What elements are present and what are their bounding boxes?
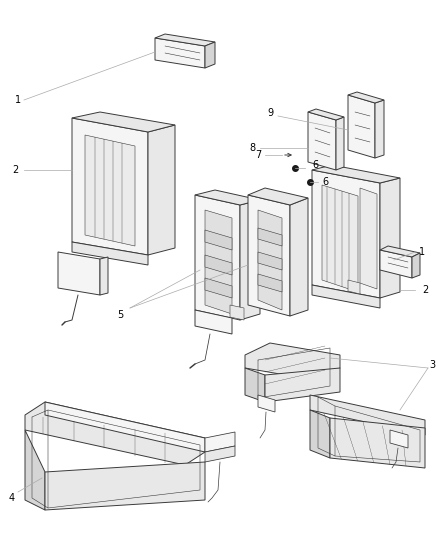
Text: 4: 4 [9, 493, 15, 503]
Polygon shape [312, 285, 380, 308]
Text: 8: 8 [249, 143, 255, 153]
Text: 1: 1 [419, 247, 425, 257]
Polygon shape [245, 368, 265, 402]
Polygon shape [380, 250, 412, 278]
Polygon shape [72, 112, 175, 132]
Polygon shape [258, 274, 282, 292]
Polygon shape [72, 118, 148, 255]
Polygon shape [205, 210, 232, 314]
Text: 9: 9 [267, 108, 273, 118]
Polygon shape [348, 95, 375, 158]
Text: 2: 2 [422, 285, 428, 295]
Polygon shape [265, 368, 340, 402]
Text: 3: 3 [429, 360, 435, 370]
Polygon shape [25, 402, 205, 465]
Polygon shape [310, 395, 425, 435]
Polygon shape [45, 462, 205, 510]
Polygon shape [348, 280, 360, 294]
Polygon shape [205, 255, 232, 275]
Text: 5: 5 [117, 310, 123, 320]
Polygon shape [258, 252, 282, 270]
Polygon shape [336, 117, 344, 170]
Polygon shape [308, 112, 336, 170]
Text: 6: 6 [312, 160, 318, 170]
Text: 7: 7 [255, 150, 261, 160]
Polygon shape [330, 418, 425, 468]
Polygon shape [290, 198, 308, 316]
Polygon shape [258, 210, 282, 310]
Polygon shape [205, 230, 232, 250]
Polygon shape [375, 100, 384, 158]
Polygon shape [348, 92, 384, 103]
Polygon shape [155, 34, 215, 46]
Polygon shape [248, 188, 308, 205]
Polygon shape [245, 343, 340, 380]
Polygon shape [58, 252, 100, 295]
Polygon shape [380, 246, 420, 257]
Polygon shape [195, 310, 232, 334]
Polygon shape [412, 253, 420, 278]
Polygon shape [205, 278, 232, 298]
Polygon shape [312, 170, 380, 298]
Polygon shape [248, 195, 290, 316]
Polygon shape [240, 200, 260, 320]
Polygon shape [148, 125, 175, 255]
Polygon shape [205, 432, 235, 452]
Polygon shape [155, 38, 205, 68]
Polygon shape [205, 42, 215, 68]
Polygon shape [25, 430, 45, 510]
Text: 1: 1 [15, 95, 21, 105]
Polygon shape [308, 109, 344, 120]
Polygon shape [380, 178, 400, 298]
Polygon shape [72, 242, 148, 265]
Polygon shape [195, 190, 260, 205]
Polygon shape [195, 195, 240, 320]
Polygon shape [360, 188, 377, 289]
Polygon shape [312, 165, 400, 183]
Text: 2: 2 [12, 165, 18, 175]
Polygon shape [205, 446, 235, 462]
Polygon shape [258, 395, 275, 412]
Polygon shape [85, 135, 135, 246]
Text: 6: 6 [322, 177, 328, 187]
Polygon shape [390, 430, 408, 448]
Polygon shape [258, 228, 282, 246]
Polygon shape [45, 402, 205, 452]
Polygon shape [322, 185, 358, 292]
Polygon shape [230, 305, 244, 320]
Polygon shape [310, 410, 330, 458]
Polygon shape [100, 257, 108, 295]
